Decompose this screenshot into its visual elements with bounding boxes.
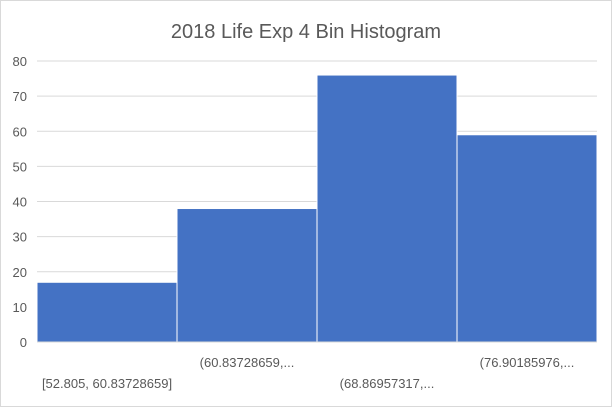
- y-tick-label: 30: [13, 230, 27, 245]
- y-tick-label: 70: [13, 89, 27, 104]
- histogram-bar: [456, 134, 598, 343]
- x-category-label: [52.805, 60.83728659]: [42, 376, 172, 391]
- y-tick-label: 40: [13, 195, 27, 210]
- y-tick-label: 10: [13, 300, 27, 315]
- y-tick-label: 80: [13, 54, 27, 69]
- y-tick-label: 50: [13, 159, 27, 174]
- x-category-label: (60.83728659,...: [200, 355, 295, 370]
- y-tick-label: 60: [13, 124, 27, 139]
- x-category-label: (68.86957317,...: [340, 376, 435, 391]
- y-axis: 0 10 20 30 40 50 60 70 80: [13, 54, 27, 350]
- y-tick-label: 20: [13, 265, 27, 280]
- x-axis-labels: [52.805, 60.83728659] (60.83728659,... (68…: [42, 355, 574, 391]
- histogram-bar: [176, 208, 318, 343]
- chart-title: 2018 Life Exp 4 Bin Histogram: [171, 21, 441, 43]
- x-category-label: (76.90185976,...: [480, 355, 575, 370]
- bars: [36, 74, 598, 343]
- y-tick-label: 0: [20, 335, 27, 350]
- histogram-bar: [316, 74, 458, 343]
- histogram-bar: [36, 281, 178, 343]
